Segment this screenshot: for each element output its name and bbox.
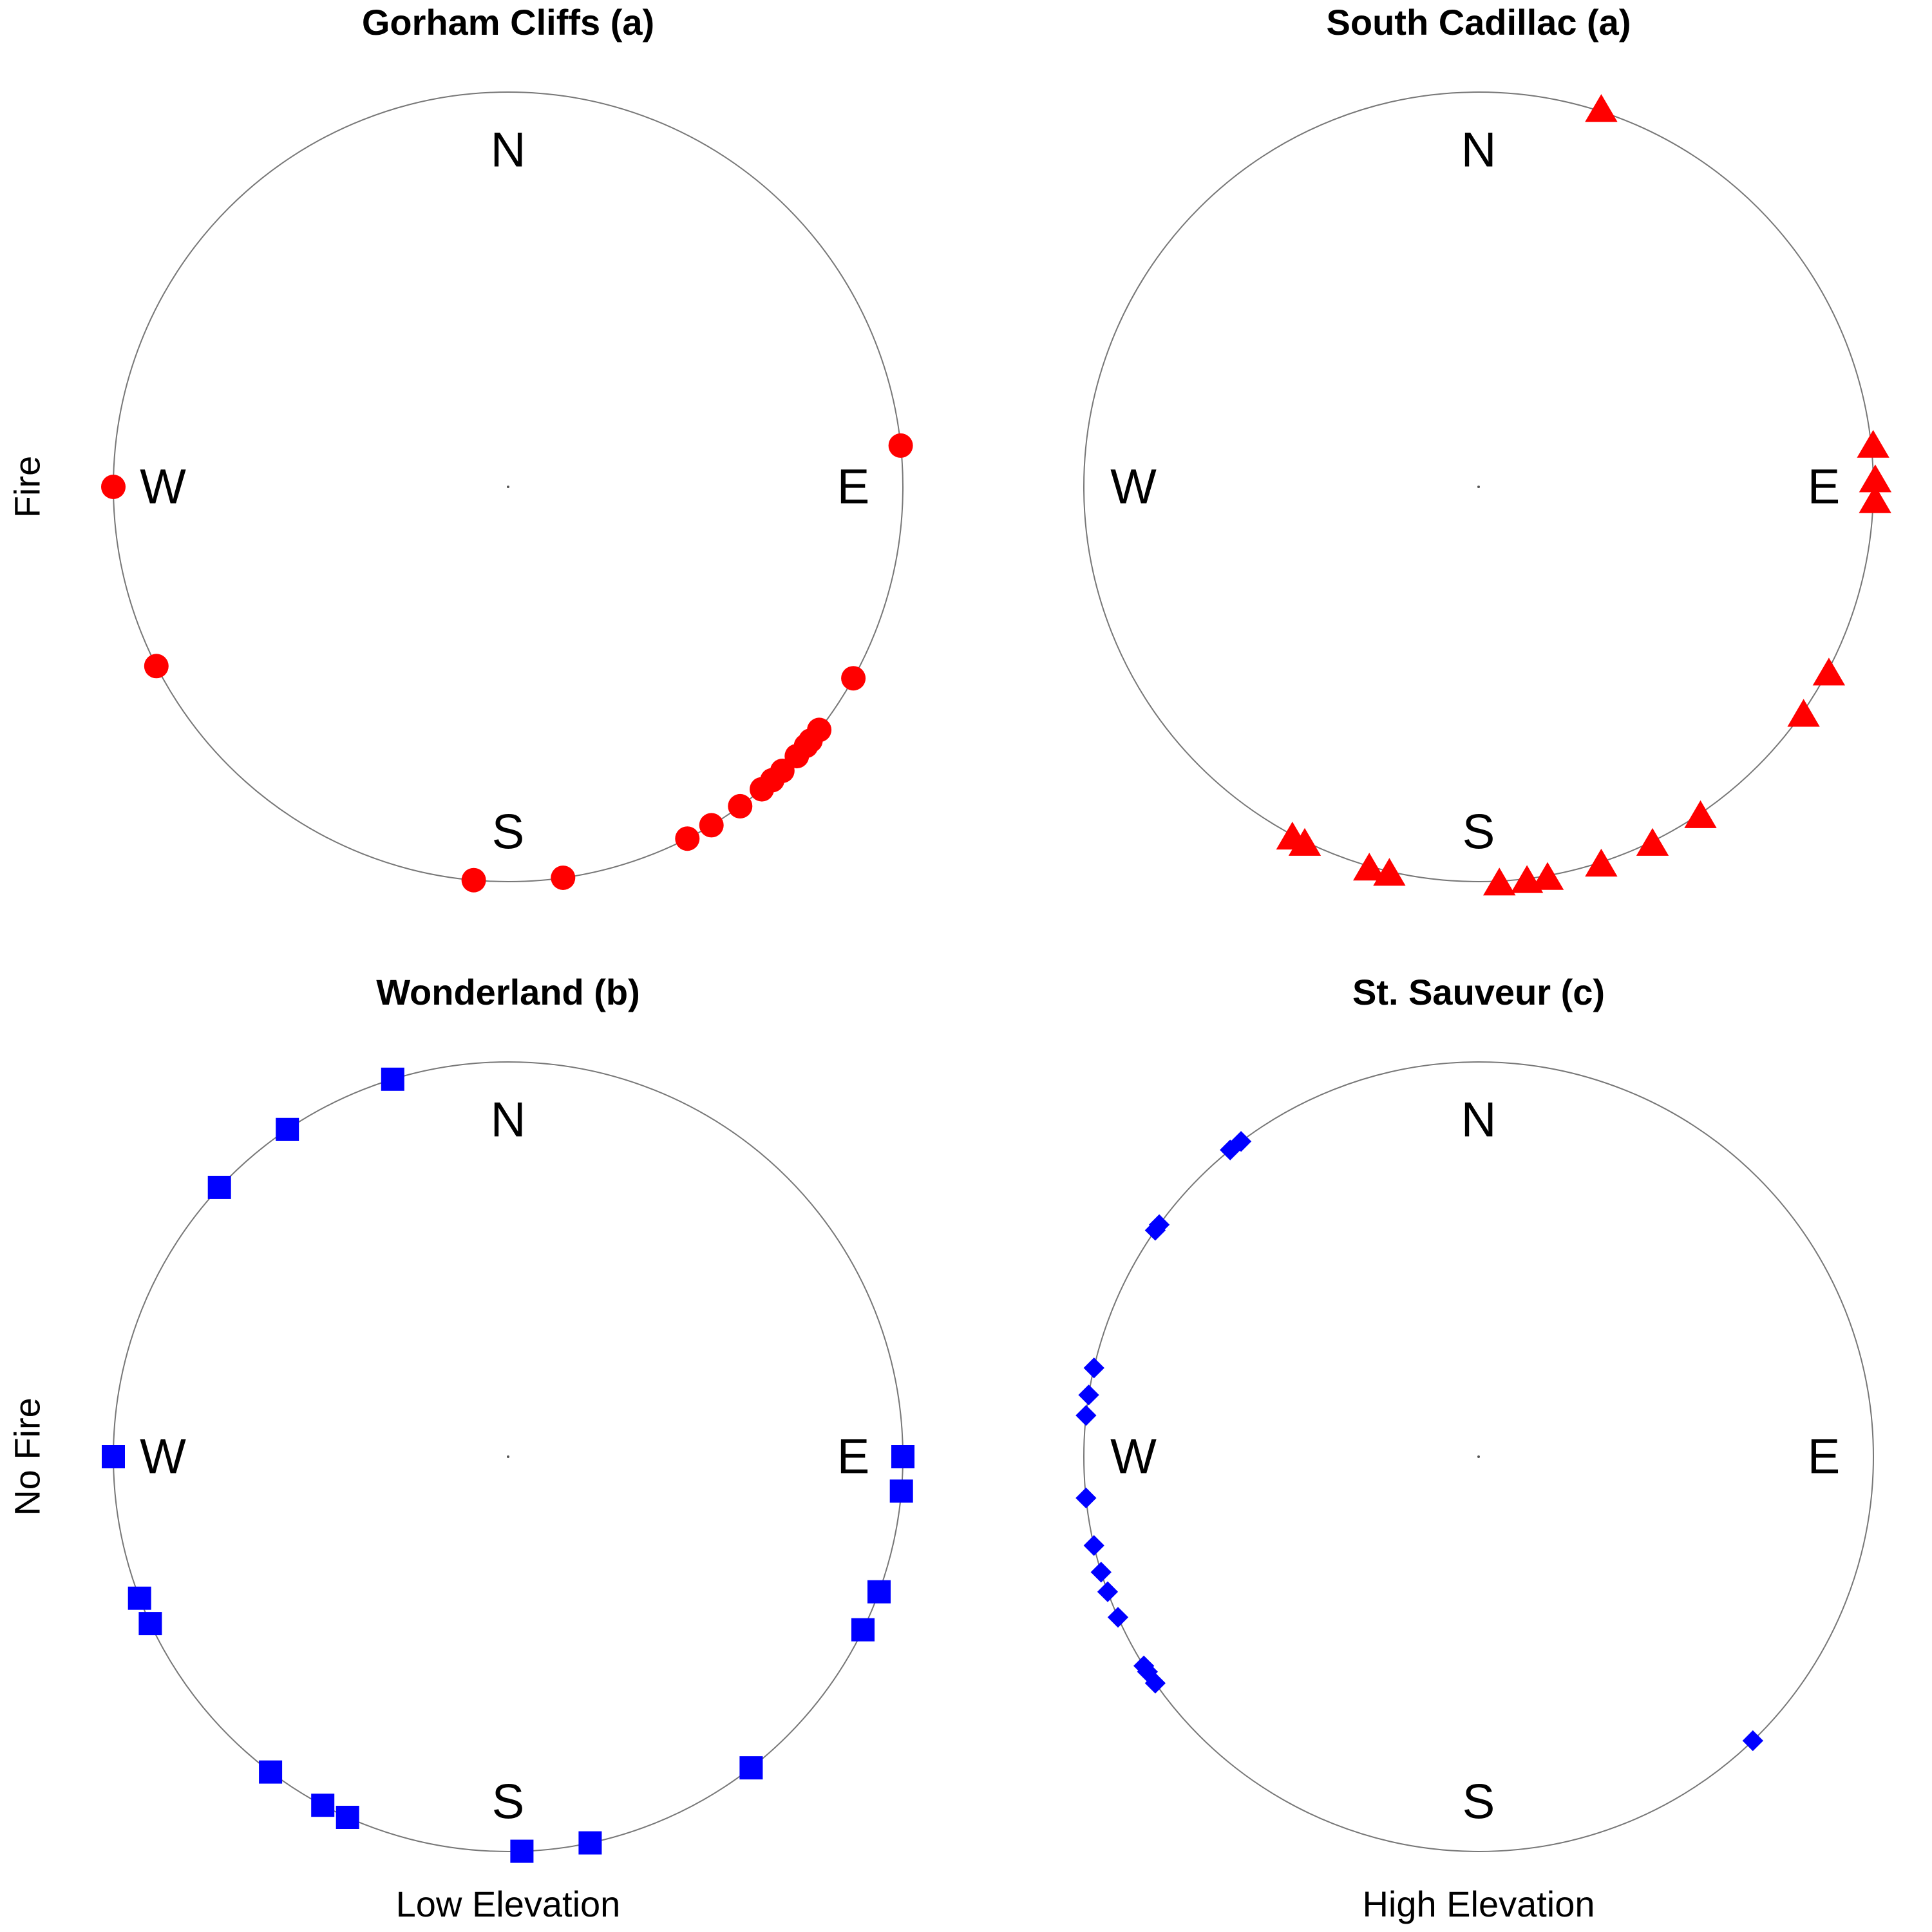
data-point	[1075, 1487, 1097, 1509]
compass-east: E	[837, 460, 870, 515]
panel-title: South Cadillac (a)	[1327, 2, 1631, 43]
data-point	[739, 1756, 763, 1780]
center-dot	[1477, 486, 1480, 488]
data-point	[1585, 94, 1618, 122]
column-label-low-elevation: Low Elevation	[396, 1884, 621, 1924]
compass-north: N	[491, 123, 526, 178]
panel-title: Gorham Cliffs (a)	[362, 2, 654, 43]
row-label-fire: Fire	[7, 456, 48, 518]
compass-west: W	[1110, 1430, 1157, 1484]
data-point	[101, 475, 126, 499]
compass-west: W	[140, 460, 186, 515]
data-point	[1075, 1405, 1097, 1426]
data-point	[1144, 1672, 1166, 1694]
data-point	[841, 666, 866, 691]
panel-gorham-cliffs: Gorham Cliffs (a) N E S W	[101, 2, 913, 893]
data-point	[336, 1806, 359, 1829]
compass-north: N	[491, 1093, 526, 1148]
data-point	[461, 867, 486, 893]
compass-north: N	[1461, 123, 1497, 178]
markers-wonderland	[102, 1067, 914, 1863]
data-point	[1144, 1220, 1166, 1241]
data-point	[851, 1618, 875, 1642]
data-point	[1684, 800, 1717, 828]
markers-st-sauveur	[1075, 1131, 1763, 1752]
data-point	[867, 1580, 891, 1604]
column-label-high-elevation: High Elevation	[1362, 1884, 1595, 1924]
data-point	[1090, 1562, 1112, 1583]
compass-west: W	[1110, 460, 1157, 515]
panel-wonderland: Wonderland (b) N E S W	[102, 972, 914, 1863]
data-point	[1097, 1581, 1119, 1602]
compass-south: S	[492, 805, 525, 860]
data-point	[128, 1586, 151, 1610]
markers-south-cadillac	[1276, 94, 1892, 896]
data-point	[381, 1067, 404, 1091]
data-point	[1859, 485, 1891, 513]
data-point	[1857, 430, 1889, 458]
data-point	[207, 1175, 231, 1199]
data-point	[1083, 1535, 1104, 1556]
panel-title: St. Sauveur (c)	[1352, 972, 1605, 1012]
row-label-no-fire: No Fire	[7, 1397, 48, 1516]
data-point	[699, 813, 724, 838]
compass-south: S	[492, 1775, 525, 1830]
center-dot	[507, 486, 509, 488]
data-point	[793, 734, 819, 759]
data-point	[551, 866, 576, 890]
data-point	[1787, 699, 1820, 727]
compass-west: W	[140, 1430, 186, 1484]
data-point	[888, 433, 913, 458]
panel-south-cadillac: South Cadillac (a) N E S W	[1083, 2, 1892, 896]
data-point	[276, 1117, 299, 1141]
panel-title: Wonderland (b)	[376, 972, 640, 1012]
data-point	[102, 1445, 125, 1468]
data-point	[1636, 828, 1669, 856]
data-point	[1230, 1131, 1252, 1152]
compass-east: E	[1808, 460, 1841, 515]
data-point	[144, 654, 169, 679]
data-point	[675, 826, 700, 851]
compass-south: S	[1463, 805, 1495, 860]
panel-st-sauveur: St. Sauveur (c) N E S W	[1075, 972, 1874, 1852]
data-point	[1078, 1385, 1099, 1406]
data-point	[1107, 1607, 1129, 1628]
data-point	[510, 1839, 534, 1863]
compass-east: E	[1808, 1430, 1841, 1484]
center-dot	[507, 1455, 509, 1458]
compass-east: E	[837, 1430, 870, 1484]
data-point	[1531, 862, 1564, 890]
data-point	[311, 1794, 335, 1817]
data-point	[1083, 1358, 1104, 1379]
data-point	[891, 1445, 914, 1468]
data-point	[770, 759, 795, 783]
data-point	[578, 1831, 602, 1855]
data-point	[1220, 1139, 1241, 1160]
markers-gorham-cliffs	[101, 433, 913, 893]
data-point	[1353, 853, 1386, 881]
data-point	[1483, 867, 1516, 896]
compass-north: N	[1461, 1093, 1497, 1148]
data-point	[1859, 464, 1892, 493]
center-dot	[1477, 1455, 1480, 1458]
data-point	[1812, 658, 1846, 686]
compass-south: S	[1463, 1775, 1495, 1830]
data-point	[1276, 821, 1309, 850]
data-point	[889, 1479, 913, 1503]
circle-axis	[1083, 1061, 1874, 1852]
data-point	[259, 1760, 283, 1784]
data-point	[1510, 865, 1544, 893]
data-point	[728, 793, 753, 819]
data-point	[1585, 848, 1618, 877]
data-point	[138, 1612, 162, 1636]
